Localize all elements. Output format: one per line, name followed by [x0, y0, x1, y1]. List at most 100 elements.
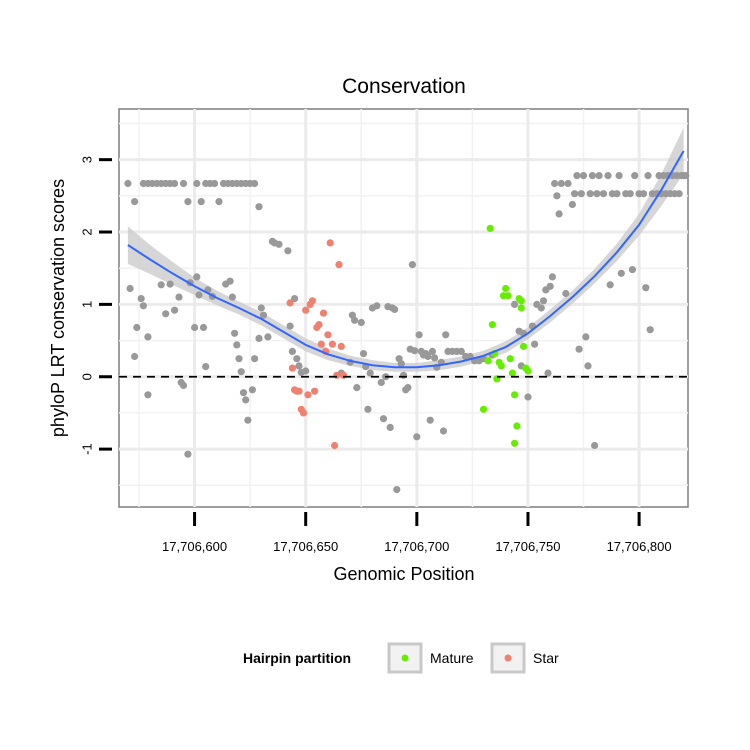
point-other [202, 363, 210, 371]
point-mature [502, 284, 510, 293]
point-other [568, 200, 577, 209]
x-tick-label: 17,706,700 [384, 539, 449, 554]
point-other [366, 369, 374, 377]
point-other [166, 280, 174, 288]
point-other [171, 306, 179, 314]
point-other [133, 323, 141, 332]
point-other [564, 179, 572, 188]
point-other [577, 190, 585, 198]
y-tick-label: -1 [79, 443, 94, 455]
point-other [524, 393, 532, 401]
plot-panel [118, 108, 689, 508]
point-other [548, 273, 557, 281]
point-other [175, 293, 183, 301]
point-other [424, 352, 432, 361]
point-other [586, 190, 594, 198]
x-axis-label: Genomic Position [333, 564, 474, 584]
point-other [415, 331, 423, 339]
legend-label-mature: Mature [430, 650, 474, 666]
point-star [299, 409, 308, 417]
point-star [317, 340, 325, 348]
legend-swatch-mature [401, 654, 409, 662]
point-other [591, 441, 599, 450]
point-mature [524, 367, 532, 375]
y-tick-label: 1 [79, 301, 94, 308]
point-mature [484, 357, 492, 365]
point-other [604, 172, 612, 180]
point-other [582, 333, 590, 341]
point-other [233, 341, 241, 349]
point-other [284, 247, 292, 255]
point-other [288, 347, 296, 355]
point-other [291, 295, 299, 303]
point-other [431, 354, 439, 362]
point-other [584, 362, 592, 370]
point-other [359, 350, 368, 358]
point-other [244, 416, 252, 424]
point-other [251, 355, 259, 363]
point-other [293, 355, 301, 363]
y-tick-label: 3 [79, 156, 94, 163]
point-other [631, 172, 639, 180]
point-other [404, 384, 412, 392]
x-tick-label: 17,706,750 [495, 539, 560, 554]
point-other [575, 345, 583, 353]
point-other [264, 333, 272, 341]
point-other [544, 369, 552, 377]
point-other [157, 281, 165, 289]
point-other [553, 192, 561, 200]
point-other [228, 293, 236, 301]
chart-title: Conservation [342, 75, 466, 98]
point-mature [513, 422, 521, 430]
point-star [302, 306, 310, 314]
point-other [613, 190, 621, 198]
point-other [391, 305, 399, 313]
point-star [331, 441, 339, 450]
point-star [333, 371, 341, 379]
x-tick-label: 17,706,650 [273, 539, 338, 554]
point-other [199, 323, 208, 332]
point-star [286, 299, 294, 307]
point-other [606, 281, 614, 289]
point-other [399, 371, 408, 379]
point-star [308, 297, 316, 305]
point-star [315, 321, 323, 329]
point-other [379, 415, 388, 423]
point-other [555, 210, 563, 218]
legend-label-star: Star [533, 650, 559, 666]
point-other [373, 302, 381, 310]
point-other [239, 389, 248, 397]
point-star [324, 331, 332, 339]
point-other [286, 322, 294, 330]
point-star [304, 391, 312, 399]
point-other [193, 179, 201, 188]
point-other [353, 384, 361, 392]
point-other [551, 179, 559, 188]
point-other [237, 368, 245, 376]
point-other [439, 427, 448, 435]
legend-entry-mature: Mature [387, 642, 474, 674]
point-other [510, 300, 519, 308]
point-other [539, 297, 548, 305]
point-star [339, 371, 348, 379]
point-other [408, 261, 416, 269]
point-other [646, 326, 654, 334]
point-other [242, 396, 250, 404]
point-other [226, 277, 234, 285]
point-other [644, 172, 652, 180]
point-mature [510, 391, 519, 399]
point-other [131, 198, 139, 206]
point-other [571, 190, 579, 198]
point-other [248, 386, 256, 394]
point-other [184, 450, 192, 458]
point-other [191, 323, 199, 332]
smooth-trend-line [127, 150, 685, 369]
point-other [124, 179, 132, 188]
point-mature [517, 304, 525, 312]
point-mature [510, 439, 519, 447]
x-tick-label: 17,706,600 [162, 539, 227, 554]
legend: Hairpin partition Mature Star [243, 642, 559, 674]
point-other [257, 304, 265, 312]
point-other [562, 289, 570, 298]
point-star [319, 309, 328, 317]
